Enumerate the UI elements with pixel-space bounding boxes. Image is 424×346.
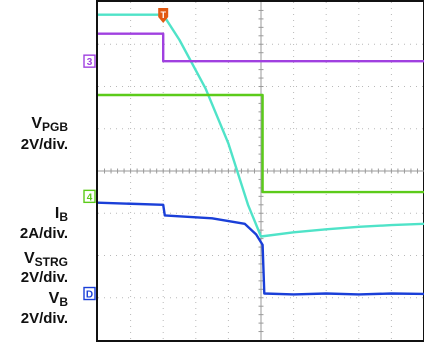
- channel-label-vpgb: VPGB 2V/div.: [21, 115, 69, 153]
- channel-scale: 2V/div.: [21, 136, 68, 153]
- channel-markers: T 3 4 D: [83, 8, 169, 301]
- channel-name: VPGB: [31, 115, 68, 134]
- channel-name: IB: [55, 205, 68, 224]
- trace-1: [98, 13, 424, 238]
- channel-labels: VPGB2V/div.IB2A/div.VSTRG2V/div.VB2V/div…: [20, 115, 68, 327]
- channel-marker-4: 4: [83, 189, 96, 204]
- channel-marker-D: D: [83, 286, 96, 301]
- channel-marker-text: 3: [87, 57, 93, 68]
- channel-scale: 2A/div.: [20, 225, 68, 242]
- channel-subscript: PGB: [42, 120, 68, 134]
- channel-name: VB: [49, 290, 69, 309]
- channel-marker-text: 4: [87, 192, 93, 203]
- channel-marker-box: [83, 286, 96, 301]
- channel-scale: 2V/div.: [21, 310, 68, 327]
- channel-subscript: B: [59, 295, 68, 309]
- channel-scale: 2V/div.: [21, 269, 68, 286]
- channel-marker-box: [83, 189, 96, 204]
- channel-marker-3: 3: [83, 54, 96, 68]
- trace-2: [98, 32, 424, 63]
- channel-marker-text: D: [86, 290, 93, 301]
- channel-name: VSTRG: [24, 250, 68, 269]
- channel-subscript: STRG: [35, 255, 68, 269]
- channel-marker-box: [83, 54, 96, 68]
- trigger-marker: T: [158, 8, 169, 23]
- trigger-label: T: [160, 10, 166, 20]
- trigger-arrow-icon: [158, 8, 169, 23]
- scope-grid: [98, 2, 424, 340]
- trace-3: [98, 93, 424, 194]
- trace-4: [97, 201, 424, 296]
- channel-subscript: B: [59, 210, 68, 224]
- scope-traces: [97, 13, 424, 296]
